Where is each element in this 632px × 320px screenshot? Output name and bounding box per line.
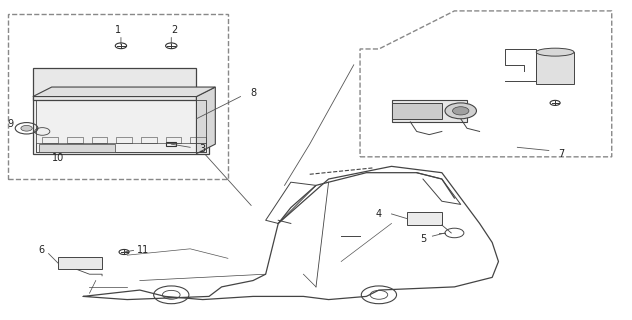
Ellipse shape [536,48,574,56]
Text: 1: 1 [115,25,121,35]
Bar [42,137,58,142]
Circle shape [453,107,469,115]
Circle shape [445,103,477,119]
Text: 10: 10 [52,153,64,164]
Bar [8,14,228,179]
Bar [407,212,442,225]
Bar [67,137,83,142]
Text: 6: 6 [38,245,44,255]
Bar [92,137,107,142]
Text: 4: 4 [376,209,382,219]
Polygon shape [33,87,216,97]
Bar [190,137,206,142]
Bar [166,137,181,142]
Bar [39,144,114,152]
Text: 11: 11 [137,245,149,255]
Bar [391,100,467,122]
Text: 8: 8 [250,88,256,98]
Bar [536,52,574,84]
Bar [36,143,206,152]
Text: 7: 7 [558,149,564,159]
Polygon shape [197,87,216,154]
Text: 2: 2 [171,25,178,35]
Bar [116,137,132,142]
Bar [166,142,176,146]
Text: 5: 5 [420,234,426,244]
Circle shape [21,125,32,131]
Bar [33,97,209,154]
Bar [36,100,206,152]
Text: 9: 9 [8,118,14,129]
Bar [141,137,157,142]
Bar [33,68,197,100]
Bar [58,257,102,269]
Bar [391,103,442,119]
Text: 3: 3 [200,144,206,154]
